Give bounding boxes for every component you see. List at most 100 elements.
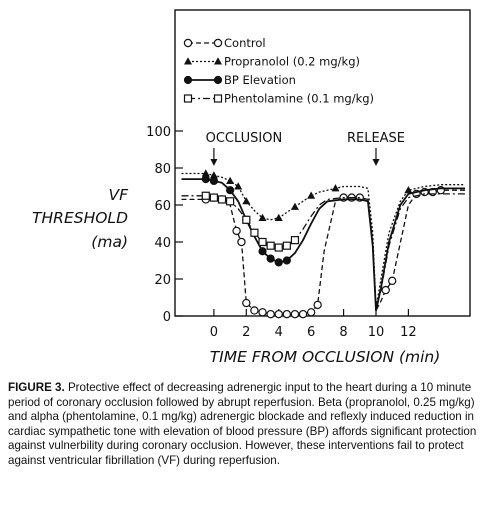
point-phentolamine-0-1-mg-kg-marker [266, 241, 275, 250]
x-tick-label: 8 [339, 325, 347, 340]
series-line-control [181, 189, 466, 315]
x-axis: 0 2 4 6 8 10 12 [210, 309, 417, 340]
series-propranolol-0-2-mg-kg [181, 169, 466, 310]
point-propranolol-0-2-mg-kg-marker [404, 186, 413, 194]
point-control-marker [258, 308, 267, 317]
point-control-marker [387, 276, 397, 286]
legend-entry-control: Control [183, 36, 266, 50]
legend-propranolol-0-2-mg-kg-marker [184, 57, 192, 65]
legend-bp-elevation-marker [213, 75, 223, 85]
point-control-marker [266, 309, 275, 319]
point-control-marker [237, 237, 246, 247]
series-line-bp-elevation [181, 178, 466, 312]
point-phentolamine-0-1-mg-kg-marker [258, 237, 267, 247]
point-bp-elevation-marker [282, 256, 291, 265]
point-phentolamine-0-1-mg-kg-marker [274, 243, 283, 252]
point-control-marker [242, 298, 251, 308]
legend-label: Propranolol (0.2 mg/kg) [224, 55, 360, 69]
point-phentolamine-0-1-mg-kg-marker [217, 195, 227, 204]
y-axis: 0 20 40 60 80 100 [146, 125, 183, 325]
legend-label: BP Elevation [224, 73, 296, 87]
x-tick-label: 4 [275, 325, 283, 340]
annotation-label: OCCLUSION [206, 131, 283, 146]
legend-phentolamine-0-1-mg-kg-marker [213, 94, 223, 103]
series-line-phentolamine-0-1-mg-kg [181, 193, 466, 312]
legend-label: Phentolamine (0.1 mg/kg) [224, 92, 374, 106]
figure-caption: FIGURE 3. Protective effect of decreasin… [8, 381, 492, 469]
point-phentolamine-0-1-mg-kg-marker [242, 215, 251, 224]
legend: Control Propranolol (0.2 mg/kg) BP Elevati… [183, 36, 374, 106]
x-tick-label: 2 [242, 325, 250, 340]
point-phentolamine-0-1-mg-kg-marker [250, 228, 259, 237]
point-phentolamine-0-1-mg-kg-marker [290, 236, 300, 245]
y-axis-label-line: THRESHOLD [32, 209, 128, 227]
series-phentolamine-0-1-mg-kg [181, 191, 466, 312]
annotation-release: RELEASE [347, 131, 405, 166]
point-control-marker [274, 309, 283, 319]
y-axis-label: VF THRESHOLD (ma) [32, 186, 129, 251]
point-control-marker [282, 309, 292, 319]
point-bp-elevation-marker [258, 247, 267, 256]
legend-phentolamine-0-1-mg-kg-marker [183, 94, 193, 103]
y-axis-label-line: (ma) [91, 233, 128, 251]
y-tick-label: 80 [154, 162, 171, 177]
legend-label: Control [224, 36, 266, 50]
series-line-propranolol-0-2-mg-kg [181, 172, 466, 310]
point-bp-elevation-marker [274, 258, 283, 267]
annotation-arrow-head [210, 159, 218, 166]
legend-control-marker [213, 38, 223, 48]
legend-propranolol-0-2-mg-kg-marker [214, 57, 222, 65]
point-control-marker [313, 300, 322, 310]
point-propranolol-0-2-mg-kg-marker [331, 184, 340, 192]
y-tick-label: 60 [154, 199, 171, 214]
point-bp-elevation-marker [226, 186, 235, 195]
point-control-marker [232, 226, 241, 236]
caption-label: FIGURE 3. [8, 381, 65, 394]
point-propranolol-0-2-mg-kg-marker [242, 197, 251, 205]
legend-entry-propranolol-0-2-mg-kg: Propranolol (0.2 mg/kg) [184, 55, 360, 69]
annotation-arrow-head [372, 159, 380, 166]
point-control-marker [290, 309, 300, 319]
x-tick-label: 0 [210, 325, 218, 340]
y-axis-label-line: VF [108, 186, 129, 204]
point-bp-elevation-marker [209, 176, 219, 186]
series-control [181, 185, 466, 319]
annotation-occlusion: OCCLUSION [206, 131, 283, 166]
x-axis-label: TIME FROM OCCLUSION (min) [210, 348, 441, 366]
point-control-marker [381, 285, 390, 295]
point-propranolol-0-2-mg-kg-marker [234, 182, 243, 190]
y-tick-label: 40 [154, 236, 171, 251]
point-bp-elevation-marker [201, 175, 210, 184]
y-tick-label: 20 [154, 273, 171, 288]
point-phentolamine-0-1-mg-kg-marker [201, 191, 210, 200]
annotations: OCCLUSION RELEASE [206, 131, 405, 166]
series-layer [181, 169, 466, 319]
legend-entry-phentolamine-0-1-mg-kg: Phentolamine (0.1 mg/kg) [183, 92, 374, 106]
point-propranolol-0-2-mg-kg-marker [290, 202, 299, 210]
point-propranolol-0-2-mg-kg-marker [226, 176, 235, 184]
point-control-marker [306, 308, 316, 317]
point-control-marker [250, 306, 259, 315]
annotation-label: RELEASE [347, 131, 405, 146]
x-tick-label: 12 [400, 325, 417, 340]
x-tick-label: 10 [368, 325, 385, 340]
point-propranolol-0-2-mg-kg-marker [307, 191, 316, 199]
x-tick-label: 6 [307, 325, 315, 340]
legend-control-marker [183, 38, 193, 48]
y-tick-label: 0 [163, 310, 171, 325]
caption-text: Protective effect of decreasing adrenerg… [8, 381, 477, 467]
point-propranolol-0-2-mg-kg-marker [209, 171, 218, 179]
plot-border [174, 9, 471, 317]
legend-bp-elevation-marker [183, 75, 193, 85]
point-phentolamine-0-1-mg-kg-marker [226, 197, 235, 206]
point-propranolol-0-2-mg-kg-marker [274, 213, 283, 221]
legend-entry-bp-elevation: BP Elevation [183, 73, 296, 87]
point-propranolol-0-2-mg-kg-marker [201, 169, 210, 177]
point-phentolamine-0-1-mg-kg-marker [282, 241, 291, 250]
point-phentolamine-0-1-mg-kg-marker [209, 193, 219, 202]
point-bp-elevation-marker [266, 254, 275, 263]
plot-frame [174, 9, 471, 317]
y-tick-label: 100 [146, 125, 171, 140]
point-propranolol-0-2-mg-kg-marker [258, 213, 267, 221]
